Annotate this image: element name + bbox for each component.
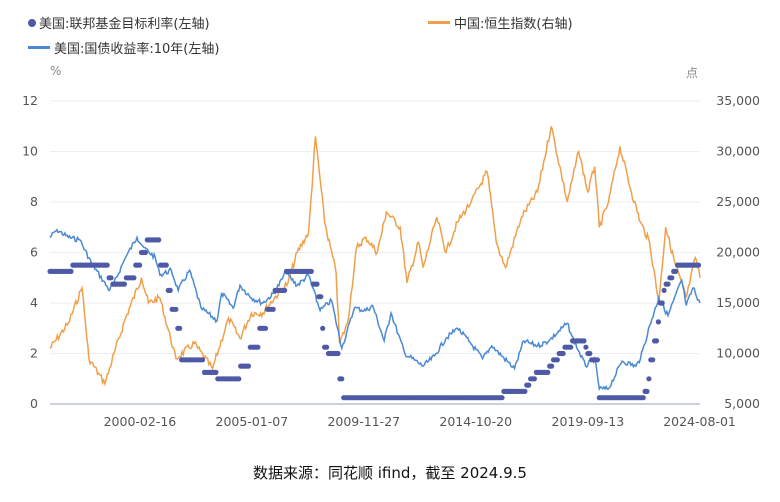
fed-rate-point <box>282 287 288 293</box>
fed-rate-point <box>554 357 560 363</box>
fed-rate-point <box>581 338 587 344</box>
y-left-tick-label: 0 <box>30 396 38 411</box>
right-axis-unit: 点 <box>686 66 699 80</box>
fed-rate-point <box>262 325 269 331</box>
fed-rate-point <box>137 262 143 268</box>
fed-rate-point <box>545 369 551 375</box>
y-right-tick-label: 30,000 <box>716 144 760 159</box>
y-right-tick-label: 25,000 <box>716 194 760 209</box>
fed-rate-point <box>245 363 251 369</box>
y-right-tick-label: 5,000 <box>724 396 760 411</box>
fed-rate-point <box>335 350 341 357</box>
fed-rate-point <box>339 376 345 382</box>
legend-line-icon <box>28 46 50 49</box>
legend-label: 美国:联邦基金目标利率(左轴) <box>39 17 210 32</box>
y-right-tick-label: 10,000 <box>716 346 760 361</box>
x-tick-label: 2019-09-13 <box>552 414 625 429</box>
fed-rate-point <box>568 344 574 350</box>
fed-rate-point <box>236 376 242 382</box>
fed-rate-point <box>583 344 589 350</box>
fed-rate-point <box>163 262 169 268</box>
fed-rate-point <box>661 287 667 293</box>
fed-rate-point <box>560 350 566 357</box>
fed-rate-point <box>594 357 601 363</box>
x-tick-label: 2024-08-01 <box>663 414 736 429</box>
y-right-tick-label: 20,000 <box>716 245 760 260</box>
legend-label: 中国:恒生指数(右轴) <box>454 17 573 32</box>
fed-rate-point <box>665 281 671 287</box>
fed-rate-point <box>104 262 110 268</box>
fed-rate-point <box>314 281 320 287</box>
fed-rate-point <box>131 275 137 281</box>
x-tick-label: 2014-10-20 <box>439 414 512 429</box>
fed-rate-point <box>167 287 173 293</box>
fed-rate-point <box>156 237 162 243</box>
legend-hsi: 中国:恒生指数(右轴) <box>428 13 573 32</box>
left-axis-unit: % <box>50 64 62 78</box>
x-tick-label: 2000-02-16 <box>104 414 177 429</box>
fed-rate-point <box>324 344 330 350</box>
fed-rate-point <box>108 275 114 281</box>
fed-rate-point <box>587 350 593 357</box>
fed-rate-point <box>255 344 261 350</box>
fed-rate-point <box>177 325 183 331</box>
chart-plot: 0 5,000 2 10,000 4 15,000 6 20,000 8 25,000 10 30,0… <box>22 93 760 429</box>
y-left-tick-label: 12 <box>22 93 38 108</box>
y-left-tick-label: 10 <box>22 144 38 159</box>
y-left-tick-label: 4 <box>30 295 38 310</box>
legend-dot-icon <box>28 18 36 27</box>
source-note: 数据来源：同花顺 ifind，截至 2024.9.5 <box>253 464 527 482</box>
y-right-tick-label: 15,000 <box>716 295 760 310</box>
x-tick-label: 2009-11-27 <box>327 414 400 429</box>
fed-rate-point <box>320 325 326 331</box>
fed-rate-point <box>646 376 652 382</box>
fed-rate-point <box>526 382 532 388</box>
fed-rate-point <box>673 268 679 274</box>
fed-rate-point <box>549 363 555 369</box>
fed-rate-point <box>200 357 206 363</box>
y-left-tick-label: 2 <box>30 346 38 361</box>
fed-rate-point <box>121 281 127 287</box>
x-tick-label: 2005-01-07 <box>216 414 289 429</box>
fed-rate-point <box>68 268 74 274</box>
fed-rate-point <box>644 388 650 394</box>
y-left-tick-label: 6 <box>30 245 38 260</box>
y-right-tick-label: 35,000 <box>716 93 760 108</box>
fed-rate-point <box>270 306 276 312</box>
fed-rate-point <box>318 294 324 300</box>
legend-us10y: 美国:国债收益率:10年(左轴) <box>28 38 219 57</box>
fed-rate-point <box>653 338 660 344</box>
fed-rate-point <box>655 319 662 325</box>
fed-rate-point <box>640 395 646 401</box>
fed-rate-point <box>659 300 665 306</box>
legend-line-icon <box>428 21 450 24</box>
fed-rate-point <box>213 369 219 375</box>
fed-rate-point <box>695 262 702 268</box>
fed-rate-point <box>308 268 314 274</box>
fed-rate-point <box>173 306 179 312</box>
hsi-series-line <box>49 126 701 387</box>
legend-fed-rate: 美国:联邦基金目标利率(左轴) <box>28 13 210 32</box>
fed-rate-point <box>669 275 675 281</box>
fed-rate-point <box>522 388 528 394</box>
fed-rate-point <box>142 249 148 256</box>
fed-rate-point <box>650 357 656 363</box>
legend-label: 美国:国债收益率:10年(左轴) <box>54 42 220 57</box>
fed-rate-point <box>531 376 538 382</box>
y-left-tick-label: 8 <box>30 194 38 209</box>
fed-rate-point <box>499 395 505 401</box>
